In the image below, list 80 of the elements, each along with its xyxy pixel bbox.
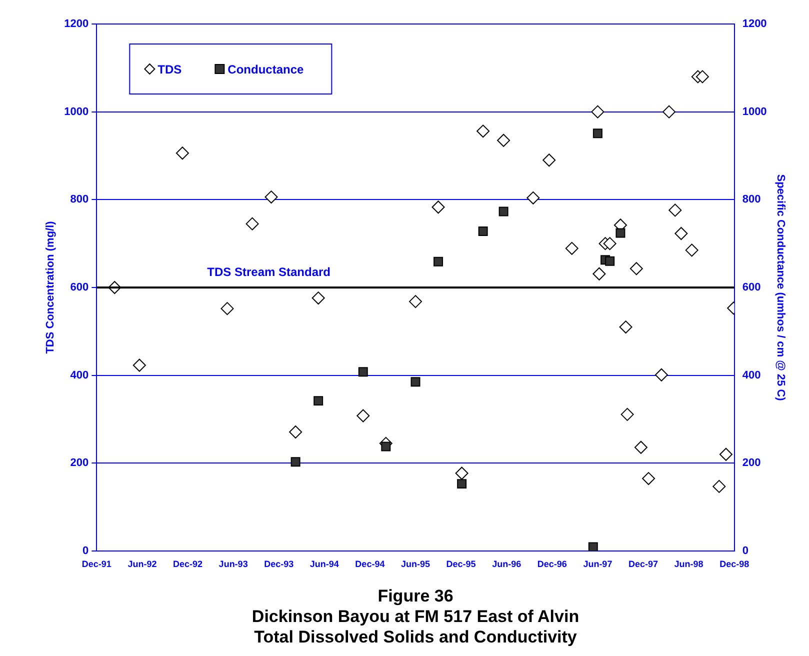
point xyxy=(478,226,488,236)
x-tick-label: Dec-94 xyxy=(355,558,385,569)
y-axis-title: TDS Concentration (mg/l) xyxy=(44,220,57,354)
point xyxy=(630,262,643,276)
point xyxy=(674,226,688,240)
x-tick-label: Dec-98 xyxy=(720,558,750,569)
legend-label: TDS xyxy=(158,62,182,76)
text: Figure 36 Dickinson Bayou at FM 517 East of Alvin Total Dissolved Solids and Conductivity xyxy=(252,586,580,646)
point xyxy=(289,425,302,438)
y2-tick-label: 1000 xyxy=(742,106,767,118)
x-tick-label: Dec-91 xyxy=(82,558,112,569)
y-tick-label: 200 xyxy=(70,457,89,470)
point xyxy=(381,442,391,452)
point xyxy=(312,292,325,305)
point xyxy=(719,448,732,461)
point xyxy=(592,267,606,280)
point xyxy=(588,542,598,551)
x-tick-label: Dec-93 xyxy=(264,558,294,569)
point xyxy=(455,466,468,480)
point xyxy=(314,396,324,406)
point xyxy=(620,408,634,421)
point xyxy=(176,146,189,160)
point xyxy=(526,191,540,204)
x-tick-label: Jun-94 xyxy=(310,558,339,569)
point xyxy=(497,134,510,147)
y2-axis-title: Specific Conductance (umhos / cm @ 25 C) xyxy=(774,174,786,402)
y-tick-label: 600 xyxy=(70,282,89,294)
point xyxy=(246,217,259,230)
legend-label: Conductance xyxy=(228,62,304,76)
point xyxy=(432,200,445,214)
point xyxy=(290,457,300,467)
point xyxy=(264,190,278,204)
point xyxy=(409,295,422,308)
y2-tick-label: 800 xyxy=(742,194,761,206)
y-tick-label: 800 xyxy=(70,194,89,206)
x-tick-label: Dec-96 xyxy=(537,558,567,569)
point xyxy=(592,128,602,138)
point xyxy=(410,377,420,387)
point xyxy=(542,154,556,167)
y-tick-label: 1200 xyxy=(64,18,89,30)
point xyxy=(634,440,648,454)
y2-tick-label: 600 xyxy=(742,282,761,294)
point xyxy=(591,105,604,118)
point xyxy=(642,472,656,486)
point xyxy=(132,358,146,372)
y2-tick-label: 1200 xyxy=(742,18,767,30)
x-tick-label: Jun-97 xyxy=(583,558,612,569)
point xyxy=(712,480,726,493)
x-tick-label: Jun-93 xyxy=(218,558,248,569)
y-tick-label: 0 xyxy=(82,545,89,558)
point xyxy=(565,242,578,255)
point xyxy=(476,124,490,138)
point xyxy=(605,256,615,266)
x-tick-label: Dec-92 xyxy=(173,558,203,569)
x-tick-label: Dec-97 xyxy=(628,558,658,569)
y2-tick-label: 200 xyxy=(742,457,761,470)
x-tick-label: Jun-96 xyxy=(492,558,522,569)
x-tick-label: Jun-92 xyxy=(128,558,157,569)
point xyxy=(619,320,632,334)
point xyxy=(220,302,234,316)
point xyxy=(498,206,508,216)
point xyxy=(662,105,676,118)
ref-line-label: TDS Stream Standard xyxy=(207,264,331,279)
point xyxy=(685,244,698,257)
point xyxy=(358,367,368,377)
y-tick-label: 1000 xyxy=(64,106,89,118)
point xyxy=(696,70,709,84)
x-tick-label: Dec-95 xyxy=(446,558,476,569)
point xyxy=(356,409,370,422)
point xyxy=(668,204,682,217)
point xyxy=(457,479,467,489)
point xyxy=(616,228,626,238)
point xyxy=(603,237,616,250)
y2-tick-label: 400 xyxy=(742,369,761,382)
y2-tick-label: 0 xyxy=(742,545,748,558)
y-tick-label: 400 xyxy=(70,369,89,382)
point xyxy=(434,256,444,266)
x-tick-label: Jun-98 xyxy=(674,558,704,569)
point xyxy=(654,368,668,382)
x-tick-label: Jun-95 xyxy=(400,558,430,569)
